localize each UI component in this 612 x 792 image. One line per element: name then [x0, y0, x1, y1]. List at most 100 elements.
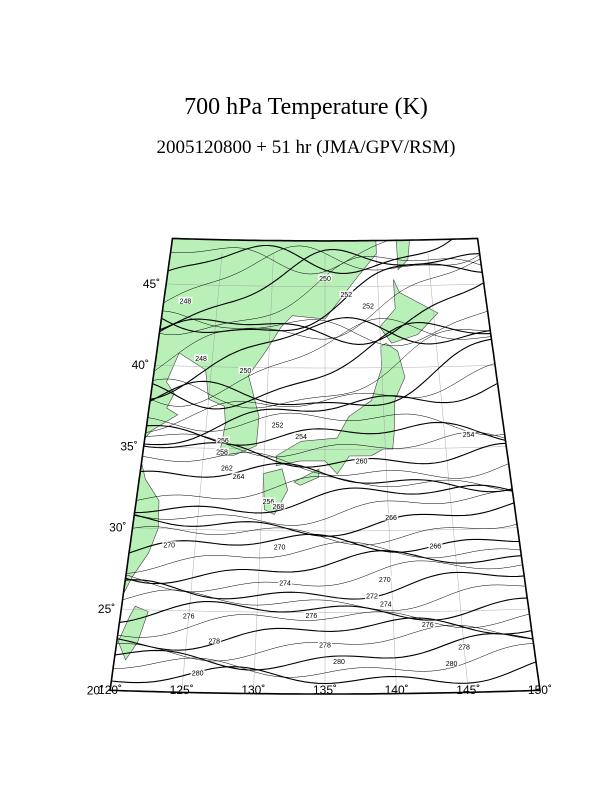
- lon-label: 145˚: [456, 683, 480, 697]
- isotherm: [110, 633, 540, 671]
- parallel: [143, 446, 507, 450]
- contour-label: 274: [279, 581, 291, 588]
- isotherm: [110, 597, 540, 624]
- contour-label: 266: [430, 544, 442, 551]
- label-bg: [194, 354, 209, 362]
- contours: [110, 238, 540, 685]
- isotherm: [110, 643, 540, 678]
- subtitle: 2005120800 + 51 hr (JMA/GPV/RSM): [157, 137, 456, 158]
- isotherm: [126, 317, 513, 401]
- isotherm: [128, 329, 513, 409]
- land-area: [117, 605, 149, 661]
- contour-label: 268: [273, 504, 285, 511]
- lon-label: 150˚: [528, 683, 552, 697]
- isotherm: [144, 238, 493, 283]
- parallel: [132, 527, 518, 532]
- label-bg: [354, 456, 369, 464]
- label-bg: [271, 502, 286, 510]
- contour-label: 250: [319, 276, 331, 283]
- contour-label: 270: [274, 545, 286, 552]
- label-bg: [457, 642, 472, 650]
- land-area: [379, 279, 439, 344]
- parallel: [121, 608, 529, 613]
- label-bg: [207, 636, 222, 644]
- lon-label: 140˚: [385, 683, 409, 697]
- label-bg: [190, 669, 205, 677]
- label-bg: [461, 430, 476, 438]
- label-bg: [318, 641, 332, 649]
- contour-label: 272: [366, 594, 378, 601]
- label-bg: [365, 592, 380, 600]
- label-bg: [231, 472, 246, 480]
- contour-label: 280: [333, 659, 345, 666]
- lat-label: 25˚: [98, 602, 115, 616]
- isotherm: [139, 251, 501, 340]
- contour-label: 254: [463, 432, 475, 439]
- parallel: [166, 283, 484, 287]
- isotherm: [149, 238, 490, 275]
- contour-label: 270: [379, 577, 391, 584]
- contour-label: 258: [216, 449, 228, 456]
- isotherm: [110, 533, 540, 561]
- isotherm: [110, 570, 540, 600]
- meridian: [427, 252, 469, 693]
- meridian: [253, 253, 274, 694]
- isotherm: [124, 335, 514, 414]
- contour-label: 276: [183, 613, 195, 620]
- isotherm: [134, 268, 504, 350]
- label-bg: [428, 542, 443, 550]
- land-area: [395, 238, 411, 271]
- lon-label: 120˚: [98, 683, 122, 697]
- label-bg: [339, 290, 354, 298]
- contour-label: 256: [263, 499, 275, 506]
- isotherm: [110, 610, 540, 638]
- labels: 45˚ 40˚ 35˚ 30˚ 25˚ 20˚120˚ 125˚ 130˚ 135˚ 140˚ 14…: [87, 237, 552, 697]
- isotherm: [114, 462, 537, 493]
- label-bg: [278, 579, 293, 587]
- label-bg: [420, 620, 435, 628]
- contour-label: 270: [163, 543, 175, 550]
- label-bg: [215, 436, 230, 444]
- lat-label: 20˚: [87, 683, 104, 697]
- contour-label: 280: [192, 671, 204, 678]
- label-bg: [444, 659, 459, 667]
- contour-label: 276: [306, 613, 318, 620]
- isotherm: [139, 238, 498, 319]
- label-bg: [377, 575, 392, 583]
- contour-label: 252: [340, 292, 352, 299]
- title: 700 hPa Temperature (K): [184, 94, 428, 120]
- isotherm: [110, 490, 539, 526]
- isotherm: [124, 412, 528, 436]
- label-bg: [215, 447, 230, 455]
- label-bg: [384, 513, 399, 521]
- contour-label: 256: [217, 438, 229, 445]
- contour-label: 266: [385, 515, 397, 522]
- isotherm: [140, 253, 502, 333]
- lon-label: 135˚: [313, 683, 337, 697]
- label-bg: [332, 657, 347, 665]
- lat-label: 35˚: [120, 439, 137, 453]
- contour-label: 248: [180, 298, 192, 305]
- isotherm: [110, 617, 540, 651]
- isotherm: [110, 496, 539, 537]
- label-bg: [272, 543, 287, 551]
- label-bg: [304, 611, 319, 619]
- isotherm: [120, 440, 531, 468]
- contour-label: 254: [295, 434, 307, 441]
- contour-label: 248: [195, 356, 207, 363]
- lon-label: 130˚: [241, 683, 265, 697]
- contour-label: 278: [458, 644, 470, 651]
- contour-label: 250: [240, 368, 252, 375]
- contour-label: 280: [446, 661, 458, 668]
- contour-label: 274: [380, 602, 392, 609]
- label-bg: [294, 432, 309, 440]
- label-bg: [238, 366, 253, 374]
- lon-label: 125˚: [170, 683, 194, 697]
- label-bg: [261, 497, 276, 505]
- isotherm: [110, 514, 540, 546]
- label-bg: [219, 464, 234, 472]
- contour-label: 264: [233, 474, 245, 481]
- lat-label: 30˚: [109, 521, 126, 535]
- isotherm: [128, 318, 514, 407]
